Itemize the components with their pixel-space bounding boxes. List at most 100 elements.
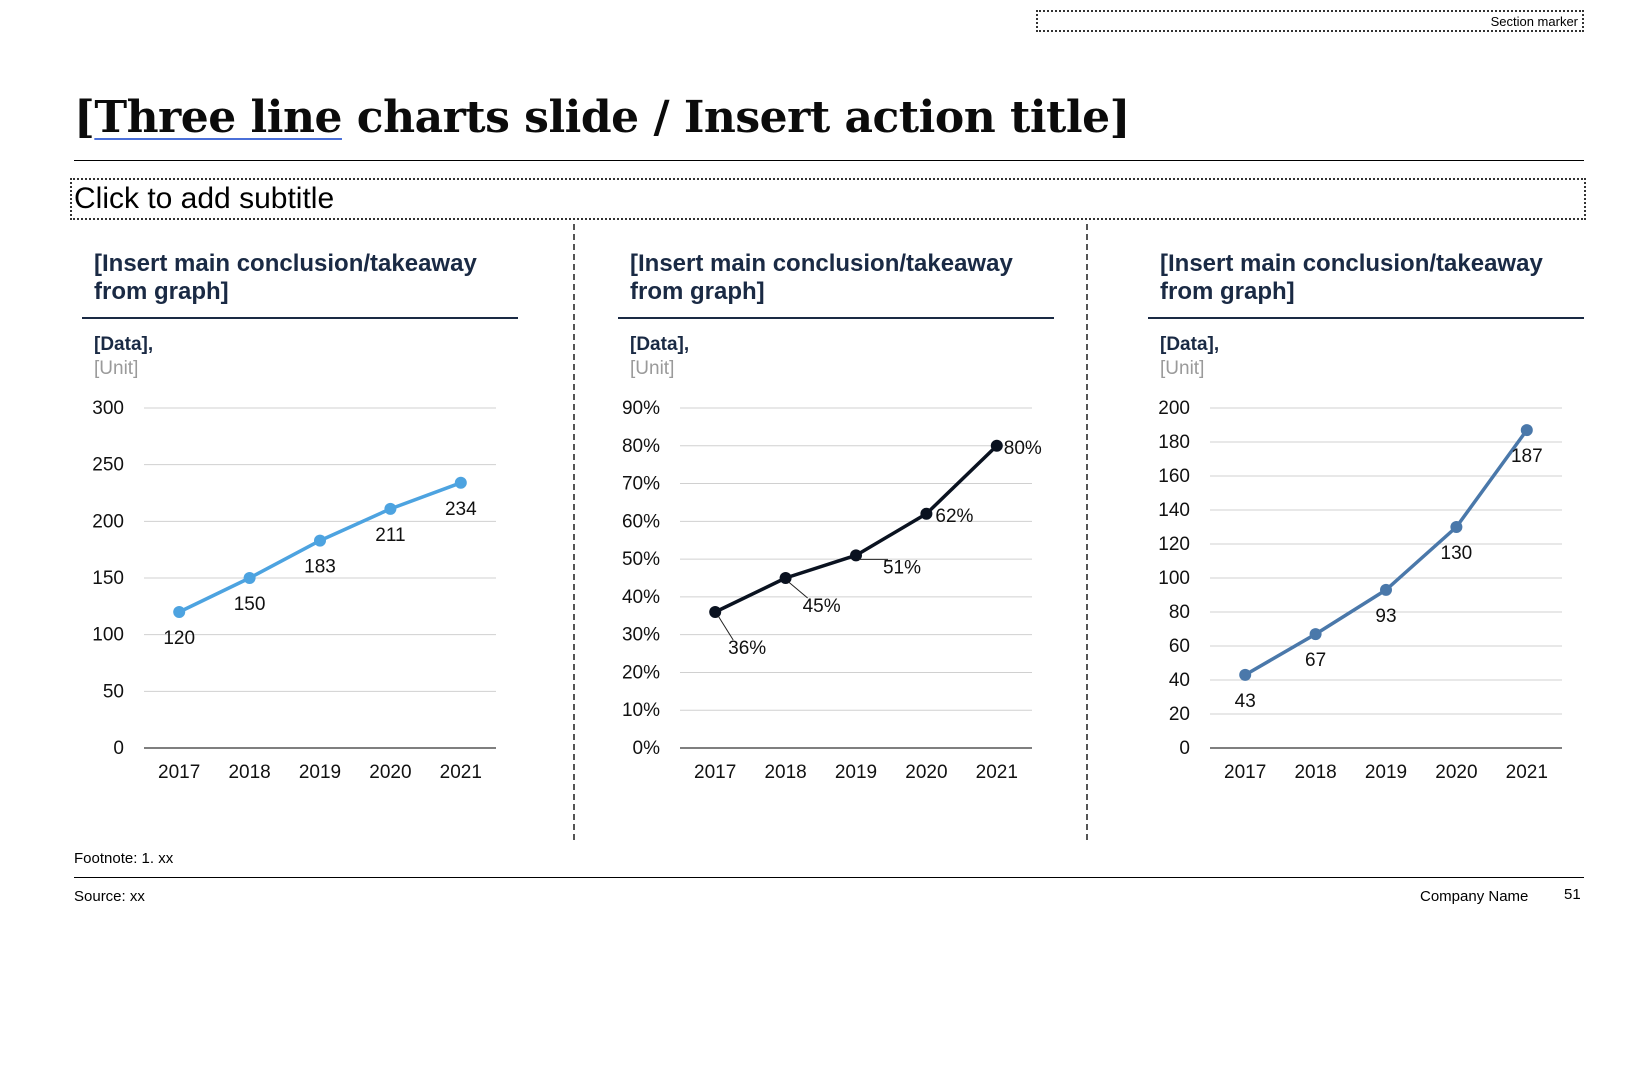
data-label: 187 bbox=[1511, 446, 1543, 467]
unit-label: [Unit] bbox=[94, 358, 139, 379]
y-tick-label: 120 bbox=[1158, 534, 1190, 555]
y-tick-label: 40 bbox=[1169, 670, 1190, 691]
footer-rule bbox=[74, 877, 1584, 878]
line-chart-3: 0 20 40 60 80 100 120 140 160 180 200 2017 2018 2019 2… bbox=[1158, 398, 1562, 783]
y-tick-label: 200 bbox=[92, 511, 124, 532]
x-tick-label: 2021 bbox=[1506, 762, 1548, 783]
data-point bbox=[243, 572, 256, 584]
y-tick-label: 140 bbox=[1158, 500, 1190, 521]
data-point bbox=[709, 606, 722, 618]
x-tick-label: 2020 bbox=[905, 762, 947, 783]
panel-takeaway[interactable]: [Insert main conclusion/takeaway from gr… bbox=[630, 250, 1013, 305]
y-tick-label: 100 bbox=[92, 625, 124, 646]
panel-takeaway[interactable]: [Insert main conclusion/takeaway from gr… bbox=[1160, 250, 1543, 305]
page-number: 51 bbox=[1564, 886, 1581, 903]
x-tick-label: 2017 bbox=[1224, 762, 1266, 783]
x-tick-label: 2019 bbox=[1365, 762, 1407, 783]
panel-takeaway[interactable]: [Insert main conclusion/takeaway from gr… bbox=[94, 250, 477, 305]
data-label: [Data], bbox=[1160, 334, 1220, 355]
x-tick-label: 2018 bbox=[1294, 762, 1336, 783]
x-tick-label: 2021 bbox=[976, 762, 1018, 783]
data-label: 67 bbox=[1305, 650, 1326, 671]
y-tick-label: 20 bbox=[1169, 704, 1190, 725]
data-point bbox=[173, 606, 186, 618]
x-tick-label: 2020 bbox=[369, 762, 411, 783]
x-tick-label: 2017 bbox=[158, 762, 200, 783]
y-tick-label: 100 bbox=[1158, 568, 1190, 589]
data-label: 150 bbox=[234, 594, 266, 615]
y-tick-label: 10% bbox=[622, 700, 660, 721]
section-marker[interactable]: Section marker bbox=[1036, 10, 1584, 32]
label-leader-line bbox=[788, 581, 808, 599]
data-point bbox=[850, 549, 862, 562]
data-point bbox=[1520, 424, 1533, 437]
data-label: 51% bbox=[883, 557, 921, 578]
data-label: 183 bbox=[304, 557, 336, 578]
data-point bbox=[779, 572, 792, 584]
chart-panel-2: [Insert main conclusion/takeaway from gr… bbox=[618, 250, 1054, 840]
y-tick-label: 80 bbox=[1169, 602, 1190, 623]
data-point bbox=[1450, 521, 1463, 533]
subtitle-placeholder[interactable]: Click to add subtitle bbox=[70, 178, 1586, 220]
data-point bbox=[454, 476, 467, 489]
y-tick-label: 60 bbox=[1169, 636, 1190, 657]
y-tick-label: 40% bbox=[622, 587, 660, 608]
x-tick-label: 2018 bbox=[228, 762, 270, 783]
chart-panel-3: [Insert main conclusion/takeaway from gr… bbox=[1148, 250, 1584, 840]
column-divider-left bbox=[573, 224, 575, 840]
y-tick-label: 180 bbox=[1158, 432, 1190, 453]
data-label: 211 bbox=[375, 525, 405, 546]
y-tick-label: 20% bbox=[622, 662, 660, 683]
y-tick-label: 50% bbox=[622, 549, 660, 570]
title-rest-text: charts slide / Insert action title] bbox=[341, 92, 1131, 143]
series-line bbox=[178, 481, 462, 614]
x-tick-label: 2019 bbox=[299, 762, 341, 783]
line-chart-2: 0% 10% 20% 30% 40% 50% 60% 70% 80% 90% 2017 2018 201… bbox=[622, 398, 1042, 783]
title-rule bbox=[74, 160, 1584, 161]
y-tick-label: 30% bbox=[622, 625, 660, 646]
y-tick-label: 80% bbox=[622, 436, 660, 457]
y-tick-label: 0 bbox=[113, 738, 124, 759]
y-tick-label: 160 bbox=[1158, 466, 1190, 487]
series-line bbox=[714, 444, 999, 614]
x-tick-label: 2017 bbox=[694, 762, 736, 783]
title-open-bracket: [ bbox=[74, 92, 95, 143]
chart-panel-1: [Insert main conclusion/takeaway from gr… bbox=[82, 250, 518, 840]
line-chart-1: 0 50 100 150 200 250 300 2017 2018 2019 2020 2021 12… bbox=[92, 398, 496, 783]
label-leader-line bbox=[717, 615, 734, 641]
y-tick-label: 70% bbox=[622, 474, 660, 495]
data-label: 80% bbox=[1004, 438, 1042, 459]
data-label: 45% bbox=[803, 596, 841, 617]
data-label: 43 bbox=[1235, 691, 1256, 712]
data-point bbox=[990, 439, 1003, 452]
source-note[interactable]: Source: xx bbox=[74, 888, 145, 905]
y-tick-label: 200 bbox=[1158, 398, 1190, 419]
unit-label: [Unit] bbox=[630, 358, 675, 379]
data-label: 234 bbox=[445, 499, 477, 520]
unit-label: [Unit] bbox=[1160, 358, 1205, 379]
takeaway-rule bbox=[618, 317, 1054, 319]
y-tick-label: 50 bbox=[103, 681, 124, 702]
page-title[interactable]: [Three line charts slide / Insert action… bbox=[74, 92, 1130, 143]
y-tick-label: 150 bbox=[92, 568, 124, 589]
data-label: 130 bbox=[1441, 543, 1473, 564]
data-point bbox=[1239, 668, 1252, 681]
footnote[interactable]: Footnote: 1. xx bbox=[74, 850, 174, 867]
title-underlined-text: Three line bbox=[94, 92, 342, 143]
takeaway-rule bbox=[1148, 317, 1584, 319]
data-point bbox=[920, 507, 933, 520]
data-label: 36% bbox=[728, 638, 766, 659]
column-divider-right bbox=[1086, 224, 1088, 840]
y-tick-label: 0 bbox=[1179, 738, 1190, 759]
x-tick-label: 2018 bbox=[764, 762, 806, 783]
x-tick-label: 2019 bbox=[835, 762, 877, 783]
x-tick-label: 2021 bbox=[440, 762, 482, 783]
y-tick-label: 60% bbox=[622, 511, 660, 532]
data-label: 120 bbox=[163, 628, 195, 649]
company-name: Company Name bbox=[1420, 888, 1529, 905]
data-point bbox=[1309, 628, 1322, 641]
series-line bbox=[1244, 429, 1529, 677]
x-tick-label: 2020 bbox=[1435, 762, 1477, 783]
y-tick-label: 0% bbox=[633, 738, 661, 759]
data-point bbox=[1380, 583, 1392, 596]
